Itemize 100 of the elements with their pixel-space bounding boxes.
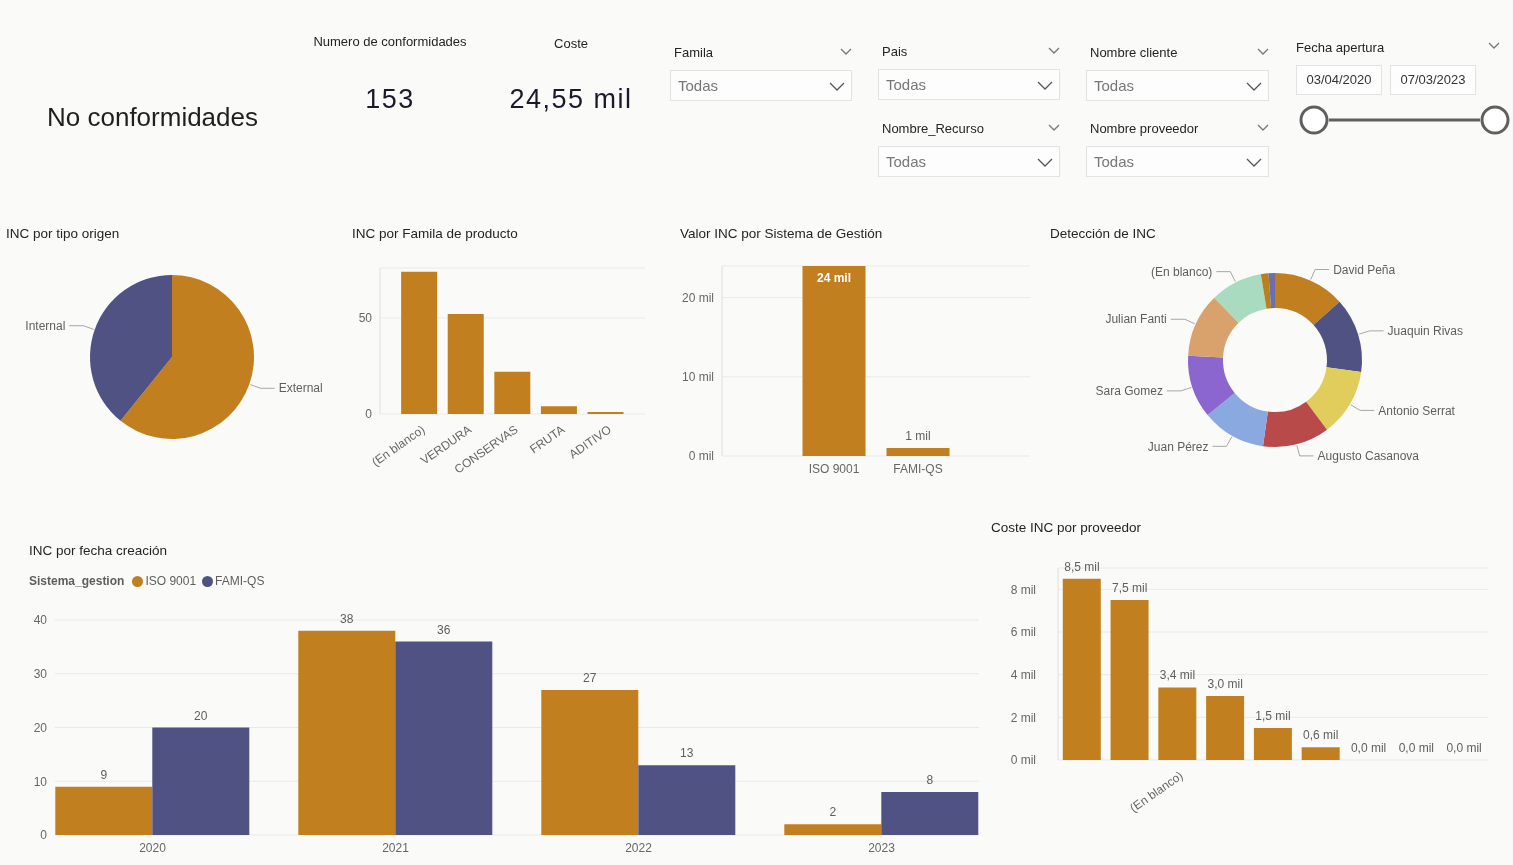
data-label: 1 mil: [905, 429, 931, 444]
text: No conformidades: [47, 102, 258, 133]
text: 153: [364, 84, 416, 115]
y-tick-label: 10: [33, 774, 48, 789]
data-label: 3,4 mil: [1159, 668, 1196, 683]
pie-slice: [90, 275, 172, 421]
date-field: 03/04/2020: [1296, 65, 1382, 95]
slice-label: Sara Gomez: [1095, 384, 1163, 399]
text: Numero de conformidades: [312, 34, 468, 49]
x-tick-label: ISO 9001: [808, 461, 860, 476]
y-tick-label: 4 mil: [1010, 667, 1036, 682]
y-tick-label: 2 mil: [1010, 710, 1036, 725]
data-label: 38: [340, 611, 354, 626]
dropdown-field: Todas: [1086, 70, 1269, 101]
y-tick-label: 6 mil: [1010, 625, 1036, 640]
chart-title: INC por fecha creación: [29, 543, 168, 559]
slice-label: Juan Pérez: [1147, 439, 1209, 454]
donut-slice: [1275, 273, 1340, 326]
data-label: 0,0 mil: [1398, 741, 1435, 755]
y-tick-label: 50: [358, 311, 373, 326]
text: Nombre proveedor: [1090, 121, 1199, 137]
y-tick-label: 20 mil: [681, 290, 714, 305]
chart-title: INC por tipo origen: [6, 226, 120, 242]
slice-label: Augusto Casanova: [1317, 449, 1420, 464]
bar: [152, 727, 250, 835]
slice-label: (En blanco): [1150, 264, 1213, 279]
pie-slice: [120, 275, 254, 439]
donut-slice: [1188, 297, 1239, 358]
bar: [395, 641, 493, 835]
data-label: 0,0 mil: [1446, 741, 1482, 755]
y-tick-label: 30: [33, 667, 48, 682]
y-tick-label: 10 mil: [681, 370, 714, 385]
data-label: 24 mil: [816, 271, 852, 285]
legend-label: ISO 9001: [145, 574, 197, 588]
data-label: 3,0 mil: [1207, 677, 1243, 691]
slice-label: Juaquin Rivas: [1387, 324, 1463, 339]
bar: [1062, 578, 1101, 760]
chart-title: INC por Famila de producto: [352, 226, 518, 242]
x-tick-label: 2023: [868, 840, 896, 855]
bar: [55, 786, 153, 835]
data-label: 9: [100, 767, 108, 782]
dropdown-field: Todas: [1086, 146, 1269, 177]
text: Pais: [882, 44, 908, 60]
data-label: 8,5 mil: [1064, 559, 1100, 574]
donut-slice: [1268, 273, 1275, 309]
donut-slice: [1214, 274, 1267, 323]
bar: [1301, 747, 1340, 760]
data-label: 0,6 mil: [1303, 728, 1339, 743]
slice-label: Julian Fanti: [1105, 312, 1167, 327]
text: 24,55 mil: [508, 84, 634, 115]
slice-label: Internal: [25, 318, 66, 333]
dropdown-field: Todas: [878, 69, 1060, 100]
text: Coste: [553, 36, 589, 51]
x-tick-label: 2020: [139, 840, 167, 855]
dropdown-field: Todas: [670, 70, 852, 101]
y-tick-label: 0: [40, 828, 48, 843]
dropdown-field: Todas: [878, 146, 1060, 177]
bar: [1110, 600, 1149, 760]
bar: [881, 792, 979, 835]
data-label: 2: [829, 805, 837, 820]
y-tick-label: 0: [365, 407, 373, 422]
x-tick-label: FAMI-QS: [893, 461, 943, 476]
bar: [784, 824, 882, 835]
donut-slice: [1260, 273, 1272, 309]
bar: [298, 630, 396, 835]
data-label: 8: [926, 773, 934, 787]
x-tick-label: 2021: [382, 840, 410, 855]
data-label: 27: [583, 670, 597, 685]
bar: [638, 765, 736, 835]
data-label: 13: [680, 746, 694, 761]
data-label: 1,5 mil: [1255, 709, 1291, 723]
bar: [1206, 696, 1245, 760]
y-tick-label: 20: [33, 720, 48, 735]
y-tick-label: 40: [33, 613, 48, 628]
data-label: 36: [437, 622, 451, 637]
chart-title: Coste INC por proveedor: [991, 520, 1142, 536]
chart-title: Detección de INC: [1050, 226, 1156, 242]
bar: [1158, 687, 1197, 760]
bar: [494, 371, 531, 414]
bar: [540, 406, 577, 414]
y-tick-label: 8 mil: [1010, 582, 1036, 597]
slice-label: External: [278, 381, 323, 396]
bar: [1253, 728, 1292, 760]
bar: [447, 314, 484, 414]
donut-slice: [1207, 392, 1268, 447]
bar: [541, 689, 639, 835]
slice-label: Antonio Serrat: [1378, 403, 1456, 418]
y-tick-label: 0 mil: [1010, 753, 1036, 768]
legend-title: Sistema_gestion: [29, 574, 125, 588]
date-field: 07/03/2023: [1390, 65, 1476, 95]
bar: [401, 271, 438, 414]
x-tick-label: 2022: [625, 840, 653, 855]
donut-slice: [1188, 355, 1235, 416]
legend-label: FAMI-QS: [215, 574, 265, 588]
chart-title: Valor INC por Sistema de Gestión: [680, 226, 883, 242]
text: Famila: [674, 45, 714, 61]
text: Nombre cliente: [1090, 45, 1178, 61]
slice-label: David Peña: [1333, 262, 1396, 277]
data-label: 0,0 mil: [1350, 741, 1387, 755]
donut-slice: [1313, 301, 1362, 372]
